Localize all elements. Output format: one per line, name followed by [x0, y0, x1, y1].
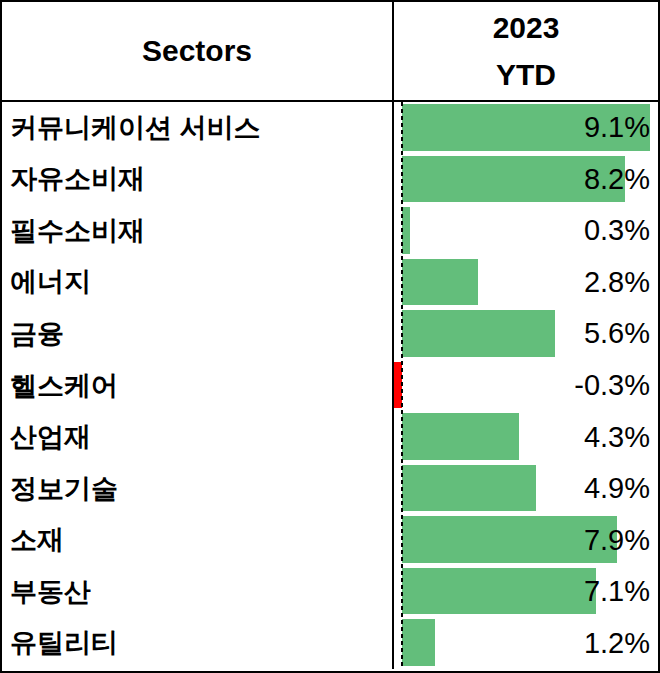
value-label: 1.2%: [584, 627, 650, 660]
sector-label: 에너지: [2, 257, 392, 309]
bar-row: 9.1%: [394, 102, 658, 154]
ytd-column-header: 2023 YTD: [394, 2, 658, 100]
value-label: 7.1%: [584, 575, 650, 608]
bars-column: 9.1% 8.2% 0.3% 2.8% 5.6% -0.3% 4.3% 4.9% 7.9% 7.1…: [394, 102, 658, 669]
value-label: 0.3%: [584, 214, 650, 247]
value-label: 9.1%: [584, 111, 650, 144]
bar-row: 4.9%: [394, 463, 658, 515]
zero-axis-line: [401, 102, 403, 669]
bar-row: 7.1%: [394, 566, 658, 618]
labels-column: 커뮤니케이션 서비스자유소비재필수소비재에너지금융헬스케어산업재정보기술소재부동…: [2, 102, 394, 669]
value-label: 5.6%: [584, 317, 650, 350]
bar-row: 5.6%: [394, 308, 658, 360]
sector-label: 금융: [2, 308, 392, 360]
value-label: 8.2%: [584, 163, 650, 196]
positive-data-bar: [402, 207, 410, 254]
sector-label: 산업재: [2, 411, 392, 463]
table-body: 커뮤니케이션 서비스자유소비재필수소비재에너지금융헬스케어산업재정보기술소재부동…: [2, 102, 658, 669]
positive-data-bar: [402, 465, 535, 512]
sector-label: 정보기술: [2, 463, 392, 515]
sectors-column-header: Sectors: [2, 2, 394, 100]
positive-data-bar: [402, 413, 519, 460]
bar-row: 1.2%: [394, 617, 658, 669]
positive-data-bar: [402, 310, 555, 357]
table-header-row: Sectors 2023 YTD: [2, 2, 658, 102]
value-label: 7.9%: [584, 524, 650, 557]
header-year-line: 2023: [493, 4, 560, 51]
header-period-line: YTD: [496, 51, 556, 98]
bar-row: 0.3%: [394, 205, 658, 257]
value-label: 4.9%: [584, 472, 650, 505]
bar-row: -0.3%: [394, 360, 658, 412]
sector-label: 부동산: [2, 566, 392, 618]
sector-label: 헬스케어: [2, 360, 392, 412]
value-label: -0.3%: [574, 369, 650, 402]
bar-row: 2.8%: [394, 257, 658, 309]
positive-data-bar: [402, 568, 595, 615]
sector-performance-table: Sectors 2023 YTD 커뮤니케이션 서비스자유소비재필수소비재에너지…: [0, 0, 660, 673]
sector-label: 자유소비재: [2, 154, 392, 206]
positive-data-bar: [402, 619, 435, 666]
positive-data-bar: [402, 259, 478, 306]
sector-label: 필수소비재: [2, 205, 392, 257]
value-label: 2.8%: [584, 266, 650, 299]
sector-label: 소재: [2, 514, 392, 566]
sector-label: 유틸리티: [2, 617, 392, 669]
value-label: 4.3%: [584, 421, 650, 454]
sector-label: 커뮤니케이션 서비스: [2, 102, 392, 154]
bar-row: 8.2%: [394, 154, 658, 206]
bar-row: 4.3%: [394, 411, 658, 463]
bar-row: 7.9%: [394, 514, 658, 566]
